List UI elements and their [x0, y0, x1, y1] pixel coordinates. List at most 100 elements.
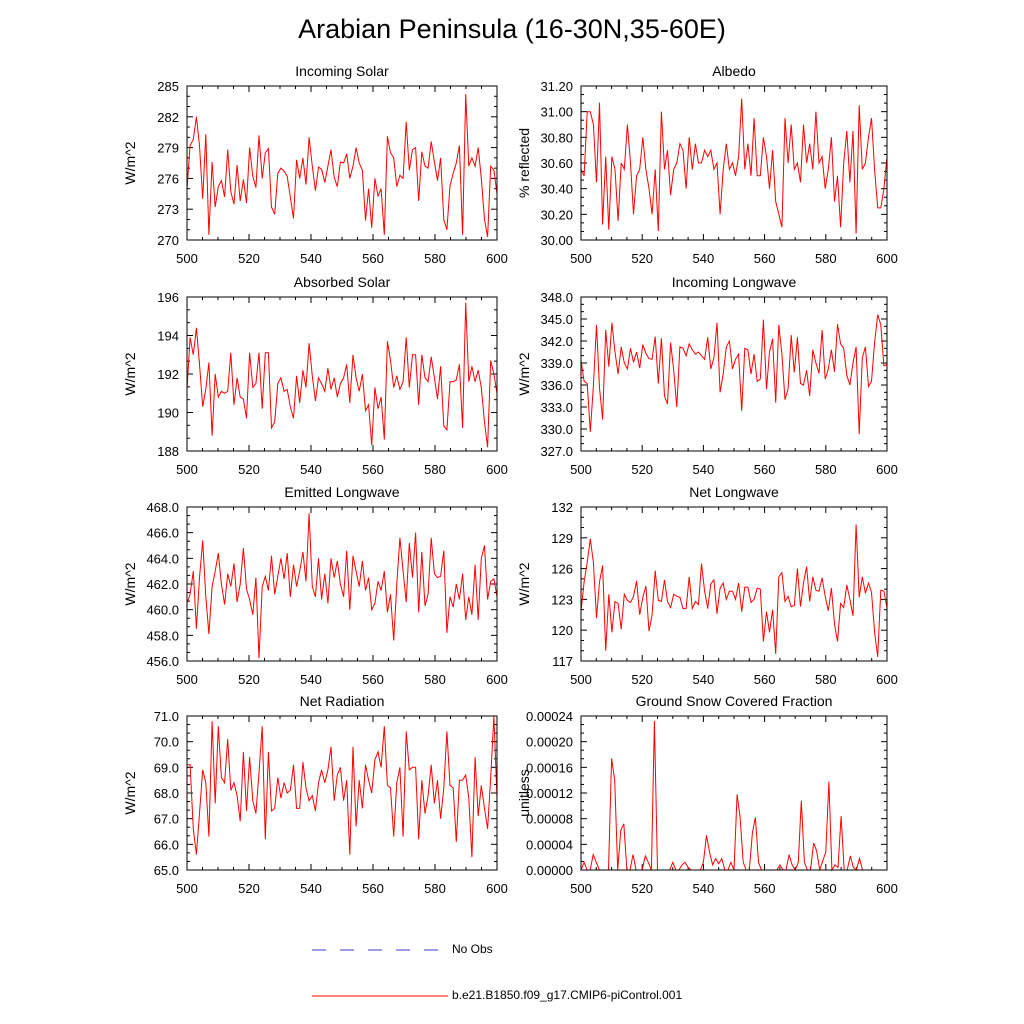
plot-frame — [186, 296, 498, 452]
x-tick-label: 580 — [815, 672, 837, 687]
x-tick-label: 500 — [570, 672, 592, 687]
y-tick-label: 464.0 — [146, 551, 179, 566]
x-tick-label: 600 — [486, 251, 508, 266]
y-tick-label: 0.00000 — [526, 863, 573, 878]
y-axis-label: W/m^2 — [122, 141, 138, 184]
y-tick-label: 68.0 — [154, 786, 179, 801]
x-tick-label: 580 — [424, 251, 446, 266]
x-tick-label: 600 — [876, 462, 898, 477]
y-tick-label: 31.00 — [540, 105, 573, 120]
chart-panel-1: Incoming Solar W/m^2 500 520 540 560 580 600 270… — [122, 63, 508, 266]
y-tick-label: 330.0 — [540, 422, 573, 437]
plot-frame — [580, 506, 888, 662]
y-tick-label: 466.0 — [146, 526, 179, 541]
legend-label-model-run: b.e21.B1850.f09_g17.CMIP6-piControl.001 — [452, 988, 683, 1002]
y-tick-label: 30.00 — [540, 233, 573, 248]
y-axis-label: W/m^2 — [122, 562, 138, 605]
x-tick-label: 540 — [693, 251, 715, 266]
y-tick-label: 30.20 — [540, 207, 573, 222]
x-tick-label: 580 — [815, 251, 837, 266]
legend-swatch-model-run — [312, 995, 448, 997]
y-tick-label: 30.60 — [540, 156, 573, 171]
y-tick-label: 126 — [551, 562, 573, 577]
legend-swatch-no-obs — [312, 949, 448, 951]
x-tick-label: 520 — [631, 881, 653, 896]
chart-panel-3: Absorbed Solar W/m^2 500 520 540 560 580 600 188… — [122, 274, 508, 477]
x-tick-label: 560 — [362, 462, 384, 477]
y-axis-label: W/m^2 — [516, 562, 532, 605]
y-tick-label: 188 — [157, 444, 179, 459]
x-tick-label: 520 — [238, 672, 260, 687]
y-tick-label: 65.0 — [154, 863, 179, 878]
y-tick-label: 123 — [551, 592, 573, 607]
y-axis-label: % reflected — [516, 128, 532, 198]
x-tick-label: 580 — [815, 462, 837, 477]
y-tick-label: 456.0 — [146, 654, 179, 669]
y-axis-label: unitless — [516, 769, 532, 816]
x-tick-label: 600 — [876, 672, 898, 687]
y-tick-label: 70.0 — [154, 735, 179, 750]
chart-title: Albedo — [712, 63, 756, 79]
y-tick-label: 460.0 — [146, 603, 179, 618]
y-tick-label: 30.80 — [540, 130, 573, 145]
y-tick-label: 66.0 — [154, 837, 179, 852]
y-tick-label: 0.00008 — [526, 812, 573, 827]
x-tick-label: 560 — [362, 881, 384, 896]
series-line — [186, 94, 498, 237]
plot-frame — [580, 296, 888, 452]
plot-frame — [186, 715, 498, 871]
x-tick-label: 520 — [238, 462, 260, 477]
series-line — [186, 302, 498, 448]
y-tick-label: 120 — [551, 623, 573, 638]
y-tick-label: 129 — [551, 531, 573, 546]
chart-panel-5: Emitted Longwave W/m^2 500 520 540 560 580 600 4… — [122, 484, 508, 687]
chart-title: Incoming Solar — [295, 63, 389, 79]
y-tick-label: 71.0 — [154, 709, 179, 724]
x-tick-label: 600 — [486, 672, 508, 687]
y-tick-label: 279 — [157, 141, 179, 156]
x-tick-label: 520 — [238, 251, 260, 266]
legend-label-no-obs: No Obs — [452, 942, 493, 956]
y-tick-label: 273 — [157, 202, 179, 217]
y-tick-label: 192 — [157, 367, 179, 382]
plot-frame — [580, 715, 888, 871]
x-tick-label: 600 — [876, 251, 898, 266]
x-tick-label: 540 — [300, 251, 322, 266]
x-tick-label: 540 — [300, 881, 322, 896]
y-tick-label: 0.00012 — [526, 786, 573, 801]
chart-panel-6: Net Longwave W/m^2 500 520 540 560 580 600 117 12… — [516, 484, 898, 687]
x-tick-label: 540 — [300, 672, 322, 687]
y-axis-label: W/m^2 — [122, 771, 138, 814]
x-tick-label: 500 — [176, 251, 198, 266]
x-tick-label: 560 — [754, 672, 776, 687]
y-tick-label: 190 — [157, 406, 179, 421]
y-tick-label: 30.40 — [540, 182, 573, 197]
y-tick-label: 276 — [157, 171, 179, 186]
x-tick-label: 520 — [238, 881, 260, 896]
y-tick-label: 117 — [552, 654, 573, 669]
y-tick-label: 333.0 — [540, 400, 573, 415]
y-tick-label: 194 — [157, 329, 179, 344]
x-tick-label: 540 — [693, 462, 715, 477]
chart-title: Net Longwave — [689, 484, 779, 500]
x-tick-label: 600 — [486, 462, 508, 477]
series-line — [580, 524, 888, 657]
chart-panel-2: Albedo % reflected 500 520 540 560 580 600 30.00… — [516, 63, 898, 266]
x-tick-label: 500 — [176, 462, 198, 477]
x-tick-label: 500 — [570, 881, 592, 896]
x-tick-label: 520 — [631, 462, 653, 477]
y-tick-label: 342.0 — [540, 334, 573, 349]
y-tick-label: 67.0 — [154, 812, 179, 827]
x-tick-label: 560 — [754, 251, 776, 266]
figure-title: Arabian Peninsula (16-30N,35-60E) — [298, 14, 726, 44]
x-tick-label: 560 — [754, 881, 776, 896]
plot-frame — [580, 85, 888, 241]
x-tick-label: 540 — [300, 462, 322, 477]
series-line — [187, 715, 498, 858]
x-tick-label: 560 — [362, 672, 384, 687]
chart-panel-7: Net Radiation W/m^2 500 520 540 560 580 600 65.0… — [122, 693, 508, 896]
y-tick-label: 458.0 — [146, 628, 179, 643]
series-line — [580, 98, 888, 234]
chart-title: Absorbed Solar — [294, 274, 391, 290]
x-tick-label: 520 — [631, 672, 653, 687]
